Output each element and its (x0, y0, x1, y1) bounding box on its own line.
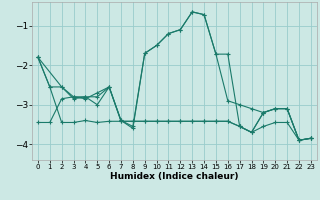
X-axis label: Humidex (Indice chaleur): Humidex (Indice chaleur) (110, 172, 239, 181)
